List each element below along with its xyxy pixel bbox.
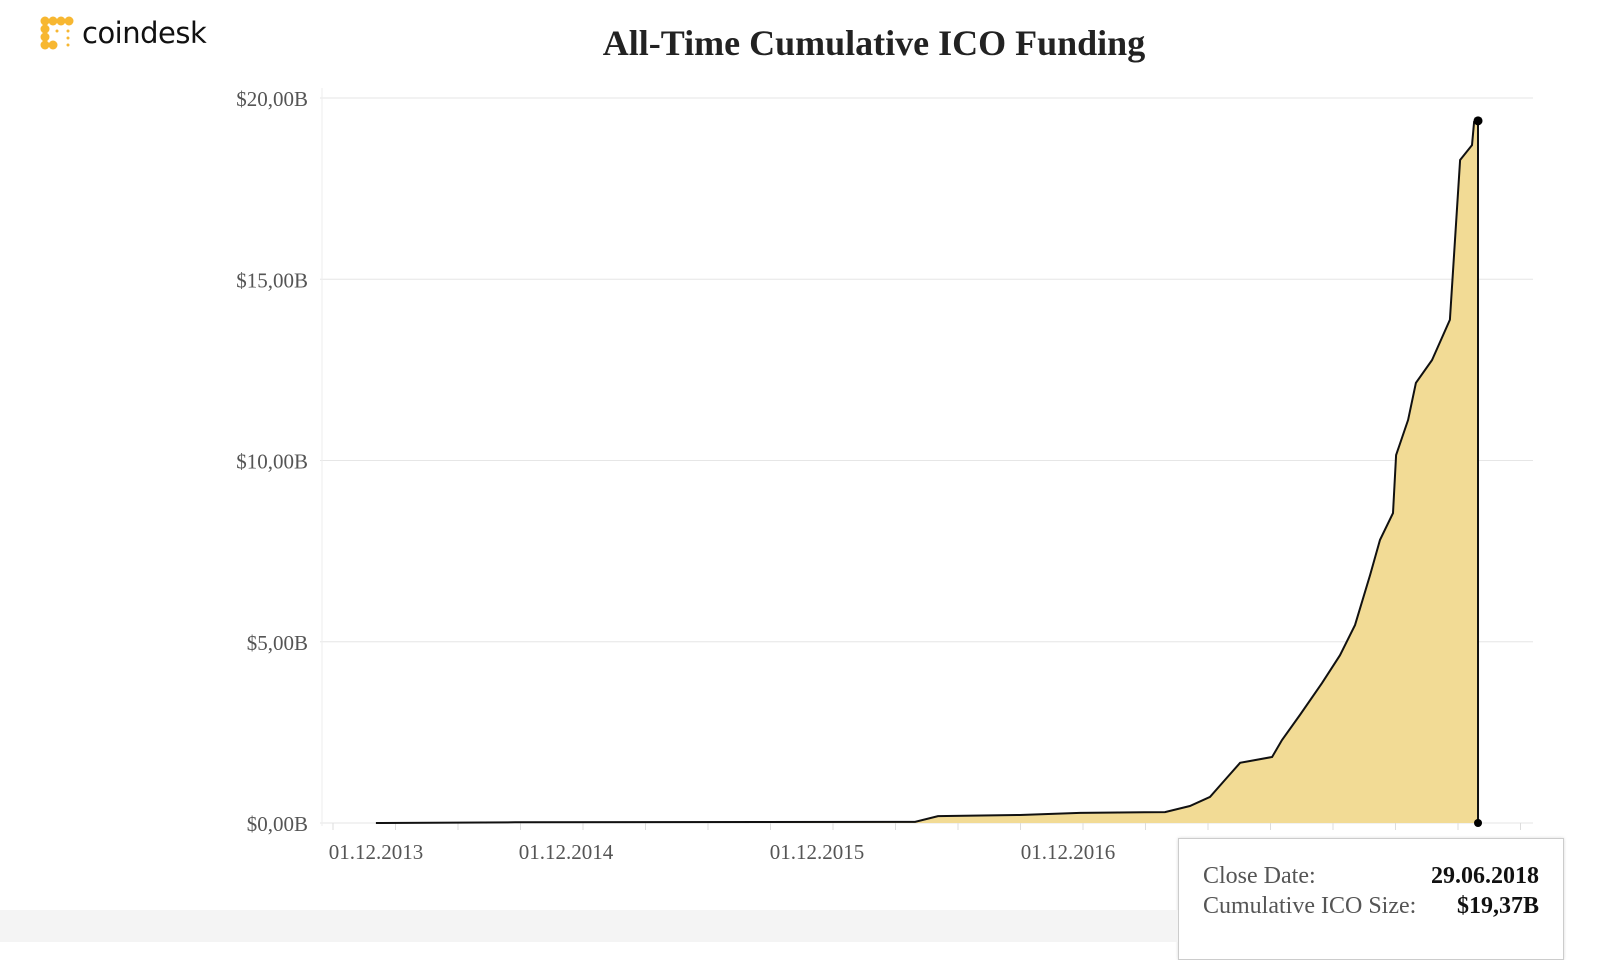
tooltip-size-label: Cumulative ICO Size: xyxy=(1203,893,1417,919)
x-tick-label: 01.12.2014 xyxy=(519,840,614,864)
tooltip-close-date-value: 29.06.2018 xyxy=(1431,863,1539,889)
coindesk-logo: coindesk xyxy=(40,16,207,50)
y-tick-label: $5,00B xyxy=(247,631,308,655)
coindesk-logo-icon xyxy=(40,16,74,50)
y-tick-label: $10,00B xyxy=(236,450,308,474)
hover-base-point xyxy=(1474,819,1483,827)
tooltip-size-value: $19,37B xyxy=(1456,893,1539,919)
y-tick-label: $0,00B xyxy=(247,812,308,836)
tooltip: Close Date: 29.06.2018 Cumulative ICO Si… xyxy=(1178,838,1564,960)
coindesk-logo-text: coindesk xyxy=(82,16,207,50)
series-line xyxy=(375,119,1480,824)
x-tick-label: 01.12.2013 xyxy=(329,840,424,864)
x-tick-label: 01.12.2015 xyxy=(770,840,865,864)
footer-bar xyxy=(0,910,1178,942)
y-tick-label: $15,00B xyxy=(236,268,308,292)
tooltip-close-date-label: Close Date: xyxy=(1203,863,1316,889)
x-tick-label: 01.12.2016 xyxy=(1021,840,1116,864)
y-tick-label: $20,00B xyxy=(236,87,308,111)
hover-point xyxy=(1473,116,1483,126)
chart-title: All-Time Cumulative ICO Funding xyxy=(602,23,1146,63)
area-fill xyxy=(375,120,1479,824)
